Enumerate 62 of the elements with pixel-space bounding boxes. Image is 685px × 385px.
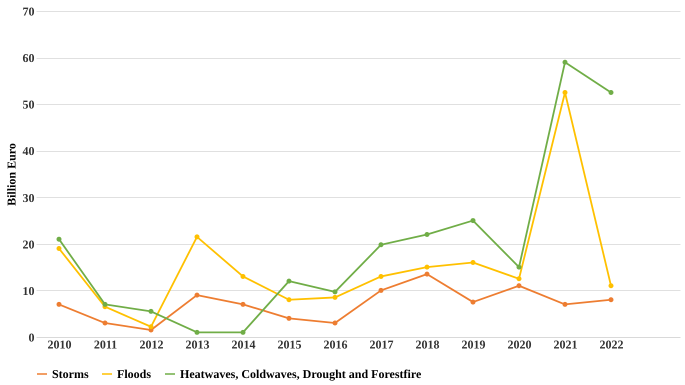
- y-axis-title: Billion Euro: [4, 143, 18, 206]
- x-tick-label: 2019: [462, 338, 486, 352]
- x-tick-label: 2017: [370, 338, 394, 352]
- point: [102, 320, 108, 326]
- point: [378, 288, 384, 293]
- point: [470, 218, 476, 224]
- point: [562, 302, 568, 307]
- point: [608, 297, 614, 302]
- point: [286, 278, 292, 284]
- point: [102, 302, 108, 307]
- point: [148, 308, 154, 314]
- point: [240, 274, 246, 279]
- x-tick-label: 2010: [48, 338, 72, 352]
- y-tick-label: 0: [28, 330, 34, 344]
- point: [194, 234, 200, 240]
- point: [424, 272, 430, 277]
- y-tick-label: 60: [22, 51, 34, 66]
- y-tick-label: 40: [22, 144, 34, 158]
- point: [194, 330, 200, 335]
- point: [516, 276, 522, 282]
- x-tick-label: 2021: [554, 338, 578, 352]
- point: [56, 236, 62, 242]
- point: [516, 264, 522, 270]
- point: [608, 90, 614, 95]
- y-tick-label: 50: [22, 98, 34, 112]
- legend-label: Heatwaves, Coldwaves, Drought and Forestfire: [180, 367, 422, 381]
- x-tick-label: 2015: [278, 338, 302, 352]
- y-tick-label: 20: [22, 237, 34, 252]
- point: [378, 242, 384, 248]
- point: [194, 292, 200, 298]
- x-tick-label: 2012: [140, 338, 164, 352]
- x-tick-label: 2020: [508, 338, 532, 352]
- point: [56, 246, 62, 252]
- y-tick-label: 10: [22, 284, 34, 298]
- point: [148, 324, 154, 330]
- x-tick-label: 2016: [324, 338, 348, 352]
- legend-label: Floods: [117, 367, 152, 381]
- x-tick-label: 2022: [600, 338, 624, 352]
- x-tick-label: 2014: [232, 338, 256, 352]
- point: [424, 232, 430, 238]
- point: [516, 283, 522, 288]
- point: [470, 260, 476, 265]
- point: [240, 330, 246, 335]
- point: [240, 302, 246, 307]
- point: [332, 294, 338, 300]
- point: [286, 297, 292, 302]
- x-tick-label: 2018: [416, 338, 440, 352]
- y-tick-label: 70: [22, 4, 34, 18]
- point: [562, 90, 568, 95]
- point: [332, 289, 338, 294]
- point: [286, 316, 292, 321]
- point: [56, 302, 62, 307]
- legend-label: Storms: [52, 367, 89, 381]
- point: [562, 60, 568, 65]
- y-tick-label: 30: [22, 190, 34, 205]
- point: [470, 300, 476, 305]
- point: [608, 283, 614, 288]
- point: [424, 264, 430, 270]
- x-tick-label: 2011: [94, 338, 118, 352]
- point: [332, 320, 338, 326]
- x-tick-label: 2013: [186, 338, 210, 352]
- point: [378, 274, 384, 279]
